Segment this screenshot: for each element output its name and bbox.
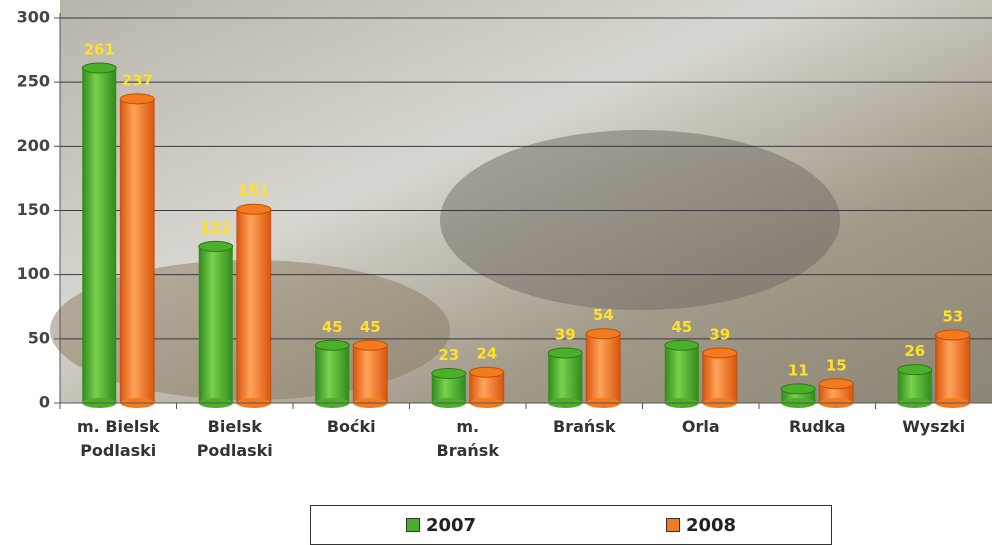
- bar-body: [703, 353, 737, 403]
- bar-cap: [819, 379, 853, 389]
- bar: [432, 368, 466, 408]
- bar-body: [353, 345, 387, 403]
- legend-swatch: [666, 518, 680, 532]
- bar-body: [120, 99, 154, 403]
- bar-cap: [199, 241, 233, 251]
- bar-cap: [470, 367, 504, 377]
- value-label: 122: [200, 219, 231, 237]
- bar-body: [936, 335, 970, 403]
- bar-cap: [82, 63, 116, 73]
- chart: 0 50 100 150 200 250 300 261 237 122 151 45 45 23 24 39…: [0, 0, 992, 544]
- bar-body: [82, 68, 116, 403]
- value-label: 45: [360, 318, 381, 336]
- value-label: 11: [788, 361, 809, 379]
- bar-cap: [353, 340, 387, 350]
- bar-cap: [315, 340, 349, 350]
- x-tick-label: Boćki: [296, 415, 406, 439]
- bar: [819, 379, 853, 408]
- value-label: 26: [904, 342, 925, 360]
- bar-body: [548, 353, 582, 403]
- y-tick-label: 0: [39, 393, 50, 412]
- bar-body: [665, 345, 699, 403]
- bar: [936, 330, 970, 408]
- bar-body: [586, 334, 620, 403]
- bar-body: [315, 345, 349, 403]
- x-tick-label: m. Brańsk: [413, 415, 523, 463]
- value-label: 23: [438, 346, 459, 364]
- bar: [315, 340, 349, 408]
- bar-body: [237, 209, 271, 403]
- y-tick-label: 150: [17, 200, 50, 219]
- bar: [237, 204, 271, 408]
- bar: [703, 348, 737, 408]
- legend-swatch: [406, 518, 420, 532]
- bar-cap: [936, 330, 970, 340]
- bar: [120, 94, 154, 408]
- value-label: 39: [709, 325, 730, 343]
- value-label: 45: [671, 318, 692, 336]
- y-tick-label: 250: [17, 72, 50, 91]
- bar-cap: [237, 204, 271, 214]
- bar-body: [199, 246, 233, 403]
- bar-cap: [703, 348, 737, 358]
- x-tick-label: Brańsk: [529, 415, 639, 439]
- bar: [548, 348, 582, 408]
- value-label: 261: [84, 41, 115, 59]
- y-tick-label: 300: [17, 8, 50, 27]
- bar-cap: [586, 329, 620, 339]
- x-tick-label: Rudka: [762, 415, 872, 439]
- y-tick-label: 50: [28, 328, 50, 347]
- legend: 2007 2008: [310, 505, 832, 545]
- bar: [898, 365, 932, 408]
- value-label: 54: [593, 306, 614, 324]
- background-shape: [440, 130, 840, 310]
- bar: [781, 384, 815, 408]
- legend-item: 2008: [666, 515, 736, 536]
- x-tick-label: Orla: [646, 415, 756, 439]
- bar-cap: [665, 340, 699, 350]
- legend-label: 2007: [426, 515, 476, 536]
- bar: [353, 340, 387, 408]
- value-label: 24: [476, 345, 497, 363]
- legend-item: 2007: [406, 515, 476, 536]
- x-tick-label: Bielsk Podlaski: [180, 415, 290, 463]
- bar-cap: [432, 368, 466, 378]
- bar-cap: [781, 384, 815, 394]
- bar: [199, 241, 233, 408]
- bar: [82, 63, 116, 408]
- value-label: 151: [238, 182, 269, 200]
- y-tick-label: 200: [17, 136, 50, 155]
- bar: [665, 340, 699, 408]
- value-label: 237: [122, 71, 153, 89]
- bar-cap: [120, 94, 154, 104]
- value-label: 45: [322, 318, 343, 336]
- x-tick-label: Wyszki: [879, 415, 989, 439]
- bar: [586, 329, 620, 408]
- legend-label: 2008: [686, 515, 736, 536]
- x-tick-label: m. Bielsk Podlaski: [63, 415, 173, 463]
- y-tick-label: 100: [17, 264, 50, 283]
- bar: [470, 367, 504, 408]
- bar-cap: [548, 348, 582, 358]
- value-label: 39: [555, 325, 576, 343]
- value-label: 15: [826, 356, 847, 374]
- bar-cap: [898, 365, 932, 375]
- value-label: 53: [942, 307, 963, 325]
